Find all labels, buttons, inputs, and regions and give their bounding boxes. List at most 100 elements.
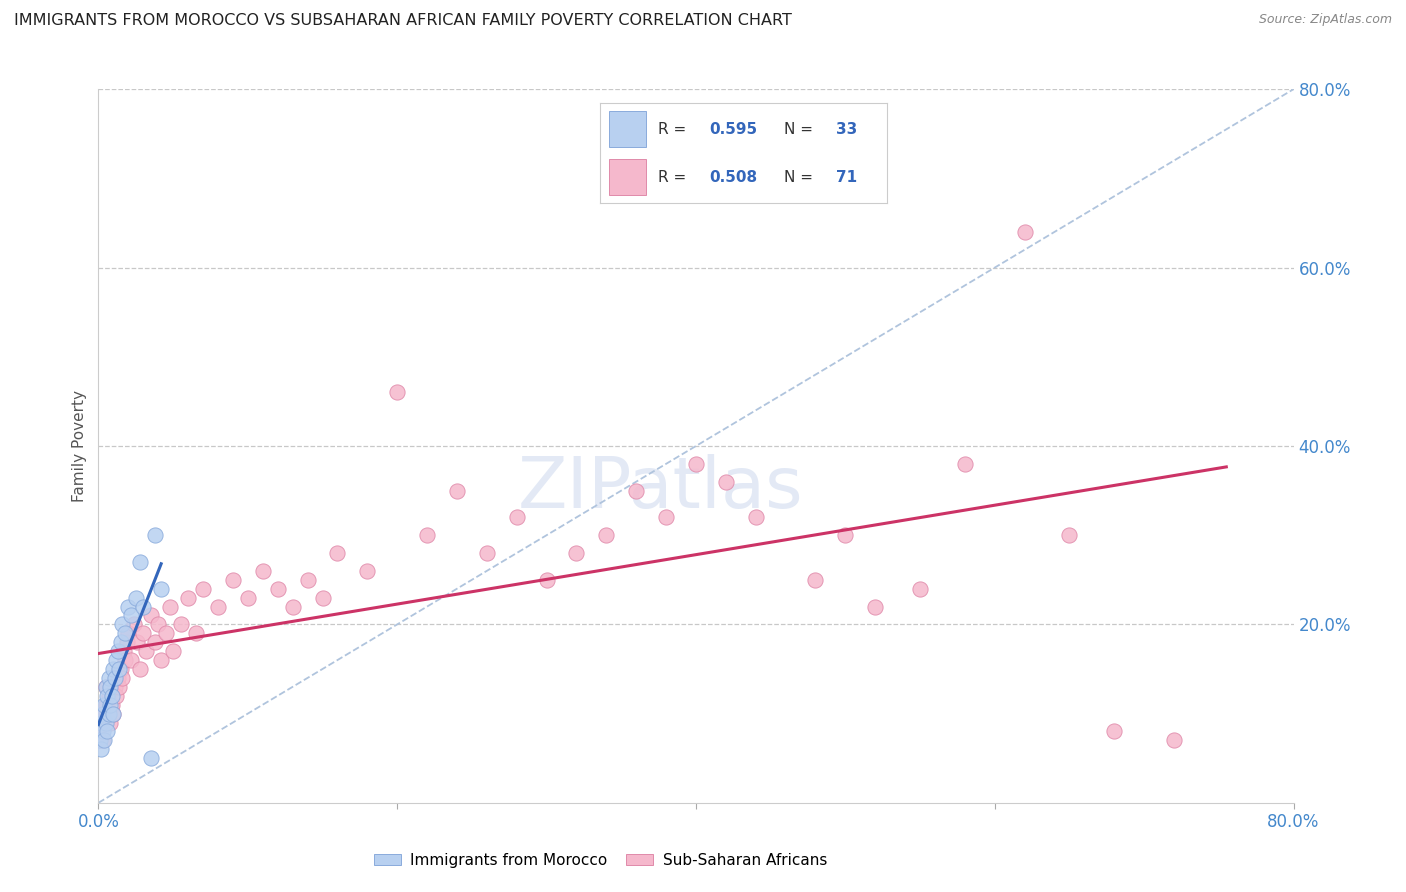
Point <box>97 706 120 721</box>
Point <box>143 528 166 542</box>
Point <box>565 546 588 560</box>
Point <box>104 680 127 694</box>
Point <box>1059 528 1081 542</box>
Point <box>124 617 146 632</box>
Point <box>111 671 134 685</box>
Point <box>385 385 409 400</box>
Point <box>104 671 127 685</box>
Point <box>91 706 114 721</box>
Point <box>90 715 112 730</box>
Point <box>804 573 827 587</box>
Point <box>1163 733 1185 747</box>
Point <box>1014 225 1036 239</box>
Point <box>91 733 114 747</box>
Point <box>297 573 319 587</box>
Point <box>125 591 148 605</box>
Y-axis label: Family Poverty: Family Poverty <box>72 390 87 502</box>
Point <box>129 662 152 676</box>
Text: IMMIGRANTS FROM MOROCCO VS SUBSAHARAN AFRICAN FAMILY POVERTY CORRELATION CHART: IMMIGRANTS FROM MOROCCO VS SUBSAHARAN AF… <box>14 13 792 29</box>
Point <box>89 733 111 747</box>
Point <box>745 510 768 524</box>
Point <box>446 483 468 498</box>
Point <box>159 599 181 614</box>
Point <box>93 698 115 712</box>
Point <box>110 662 132 676</box>
Point <box>139 751 162 765</box>
Point <box>101 698 124 712</box>
Point <box>114 626 136 640</box>
Point <box>132 626 155 640</box>
Point <box>97 671 120 685</box>
Point <box>96 724 118 739</box>
Point <box>184 626 207 640</box>
Point <box>139 608 162 623</box>
Point <box>356 564 378 578</box>
Point <box>865 599 887 614</box>
Point <box>191 582 214 596</box>
Point <box>93 715 115 730</box>
Point <box>117 626 139 640</box>
Point <box>105 689 128 703</box>
Point <box>475 546 498 560</box>
Point <box>252 564 274 578</box>
Point <box>107 671 129 685</box>
Point <box>236 591 259 605</box>
Point <box>1104 724 1126 739</box>
Point <box>105 653 128 667</box>
Legend: Immigrants from Morocco, Sub-Saharan Africans: Immigrants from Morocco, Sub-Saharan Afr… <box>367 847 834 873</box>
Point <box>155 626 177 640</box>
Point <box>177 591 200 605</box>
Point <box>222 573 245 587</box>
Point <box>506 510 529 524</box>
Point <box>127 635 149 649</box>
Point <box>148 617 170 632</box>
Point <box>311 591 333 605</box>
Point <box>135 644 157 658</box>
Point <box>834 528 856 542</box>
Point <box>150 653 173 667</box>
Point <box>655 510 678 524</box>
Point <box>115 635 138 649</box>
Point <box>120 608 142 623</box>
Point <box>98 680 122 694</box>
Point <box>108 680 131 694</box>
Point <box>96 689 118 703</box>
Point <box>93 733 115 747</box>
Point <box>143 635 166 649</box>
Point <box>117 599 139 614</box>
Point <box>107 644 129 658</box>
Point <box>89 733 111 747</box>
Point <box>120 653 142 667</box>
Point <box>101 689 124 703</box>
Point <box>94 680 117 694</box>
Point <box>91 706 114 721</box>
Point <box>624 483 647 498</box>
Point <box>111 617 134 632</box>
Point <box>162 644 184 658</box>
Point <box>132 599 155 614</box>
Point <box>207 599 229 614</box>
Point <box>150 582 173 596</box>
Point <box>91 724 114 739</box>
Point <box>110 635 132 649</box>
Point <box>908 582 931 596</box>
Text: ZIPatlas: ZIPatlas <box>517 454 803 524</box>
Point <box>103 706 125 721</box>
Point <box>267 582 290 596</box>
Point <box>326 546 349 560</box>
Point <box>281 599 304 614</box>
Point <box>90 724 112 739</box>
Point <box>96 706 118 721</box>
Point <box>103 706 125 721</box>
Point <box>94 715 117 730</box>
Text: Source: ZipAtlas.com: Source: ZipAtlas.com <box>1258 13 1392 27</box>
Point <box>595 528 617 542</box>
Point <box>108 662 131 676</box>
Point <box>129 555 152 569</box>
Point <box>98 698 122 712</box>
Point <box>714 475 737 489</box>
Point <box>953 457 976 471</box>
Point <box>169 617 191 632</box>
Point <box>90 742 112 756</box>
Point <box>94 680 117 694</box>
